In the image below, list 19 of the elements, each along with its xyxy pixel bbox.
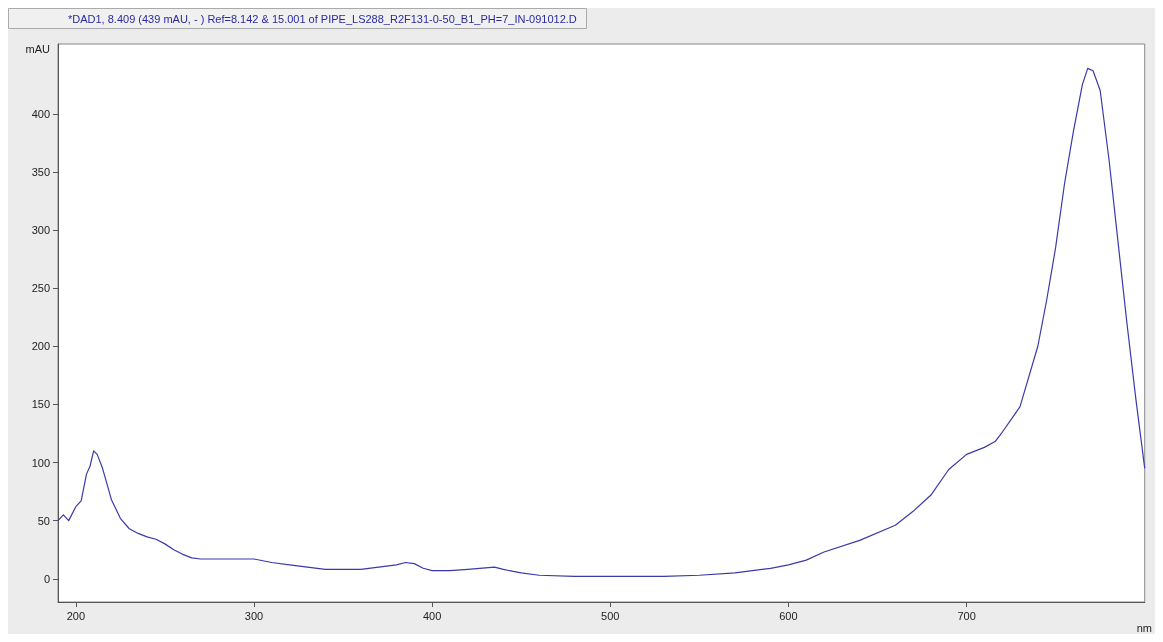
y-axis-title: mAU bbox=[25, 42, 51, 55]
y-tick-label: 400 bbox=[31, 107, 50, 120]
x-tick-label: 500 bbox=[601, 609, 620, 622]
x-axis-title: nm bbox=[1136, 621, 1152, 634]
x-tick-label: 200 bbox=[66, 609, 85, 622]
x-tick-label: 600 bbox=[779, 609, 798, 622]
y-tick-label: 50 bbox=[37, 514, 50, 527]
x-tick-label: 300 bbox=[244, 609, 264, 622]
x-tick-label: 400 bbox=[422, 609, 442, 622]
y-tick-label: 150 bbox=[31, 398, 50, 411]
x-tick-label: 700 bbox=[957, 609, 976, 622]
line-series bbox=[57, 67, 1146, 578]
y-tick-label: 200 bbox=[31, 340, 50, 353]
y-tick-label: 300 bbox=[31, 224, 50, 236]
y-tick-label: 250 bbox=[31, 282, 50, 295]
y-tick-label: 0 bbox=[43, 572, 50, 585]
y-tick-label: 350 bbox=[31, 165, 50, 178]
chart-title: *DAD1, 8.409 (439 mAU, - ) Ref=8.142 & 15.001 of PIPE_LS288_R2F131-0-50_B1_PH=7_IN-091012.D bbox=[68, 12, 577, 25]
y-tick-label: 100 bbox=[31, 456, 50, 469]
